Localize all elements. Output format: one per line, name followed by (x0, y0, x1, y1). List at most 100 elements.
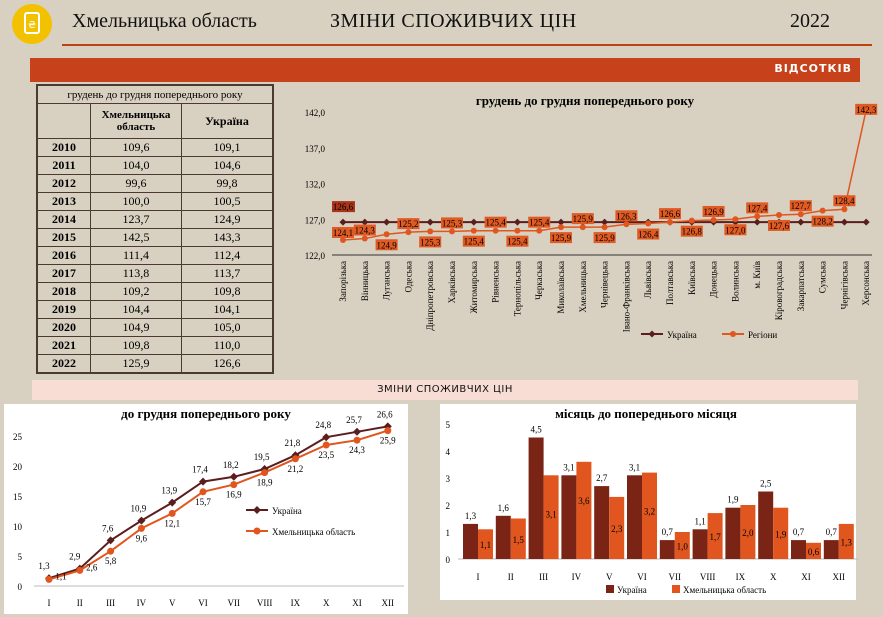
region-label-box (637, 228, 660, 240)
x-tick-label: VI (637, 572, 647, 582)
region-bar (478, 529, 493, 559)
region-point (601, 224, 608, 231)
region-data-label: 125,4 (485, 218, 506, 228)
table-cell-region: 125,9 (90, 354, 182, 374)
y-tick-label: 3 (446, 474, 451, 484)
region-point (361, 235, 368, 242)
region-data-label: 128,4 (834, 196, 855, 206)
legend-marker-ukraine (253, 506, 261, 514)
region-data-label: 125,9 (573, 214, 594, 224)
x-tick-label: VIII (700, 572, 716, 582)
region-data-label: 127,0 (725, 225, 746, 235)
x-tick-label: I (48, 598, 51, 608)
x-tick-label: Чернівецька (600, 261, 610, 308)
region-point (797, 211, 804, 218)
y-tick-label: 127,0 (305, 215, 326, 225)
x-tick-label: II (77, 598, 83, 608)
ukraine-data-label: 18,2 (223, 460, 239, 470)
region-point (405, 229, 412, 236)
region-point (754, 213, 761, 220)
ukraine-data-label: 3,1 (563, 462, 574, 472)
x-tick-label: XII (833, 572, 846, 582)
table-row: 2015 142,5 143,3 (36, 228, 274, 247)
region-data-label: 124,3 (355, 226, 376, 236)
region-bar (838, 523, 854, 559)
region-point (819, 207, 826, 214)
region-point (199, 488, 207, 496)
region-label-box (659, 208, 681, 220)
region-point (645, 220, 652, 227)
ukraine-data-label: 26,6 (377, 409, 393, 419)
ukraine-data-label: 19,5 (254, 452, 270, 462)
region-label-box (375, 239, 398, 251)
region-data-label: 2,3 (611, 524, 623, 534)
series-line-region (48, 429, 389, 581)
y-tick-label: 25 (13, 432, 23, 442)
y-tick-label: 4 (446, 447, 451, 457)
x-tick-label: XI (801, 572, 811, 582)
x-tick-label: Харківська (447, 261, 457, 303)
region-data-label: 21,2 (288, 464, 304, 474)
table-cell-country: 143,3 (181, 228, 274, 247)
units-ribbon: ВІДСОТКІВ (30, 58, 860, 82)
ukraine-point (840, 218, 848, 226)
region-data-label: 23,5 (318, 450, 334, 460)
region-point (168, 509, 176, 517)
region-point (107, 547, 115, 555)
x-tick-label: Миколаївська (556, 261, 566, 314)
legend-marker-regions (730, 331, 736, 337)
region-bar (806, 542, 821, 559)
ukraine-bar (692, 529, 708, 559)
ukraine-data-label: 2,5 (760, 479, 772, 489)
receipt-icon: ₴ (24, 12, 40, 34)
x-tick-label: Тернопільська (512, 261, 522, 316)
region-data-label: 125,2 (398, 219, 418, 229)
ukraine-point (106, 536, 115, 545)
ukraine-point (168, 498, 177, 507)
region-data-label: 15,7 (195, 497, 211, 507)
legend-label-region: Хмельницька область (683, 585, 766, 595)
region-data-label: 124,1 (333, 228, 353, 238)
y-tick-label: 5 (446, 420, 451, 430)
ukraine-point (513, 218, 521, 226)
region-data-label: 2,6 (86, 562, 98, 572)
region-data-label: 126,4 (638, 230, 659, 240)
y-tick-label: 142,0 (305, 108, 326, 118)
y-tick-label: 1 (446, 528, 451, 538)
ukraine-point (753, 218, 761, 226)
ukraine-bar (823, 540, 839, 559)
ukraine-bar (561, 475, 577, 559)
ukraine-point (557, 218, 565, 226)
ukraine-point (322, 433, 331, 442)
legend-label-ukraine: Україна (667, 330, 697, 340)
ukraine-data-label: 17,4 (192, 465, 208, 475)
region-point (449, 228, 455, 235)
region-point (776, 211, 782, 218)
ukraine-data-label: 1,1 (694, 516, 705, 526)
x-tick-label: IV (572, 572, 582, 582)
region-label-box (768, 219, 790, 231)
region-data-label: 16,9 (226, 490, 242, 500)
region-bar (674, 532, 690, 559)
region-data-label: 9,6 (136, 533, 148, 543)
region-data-label: 125,4 (507, 237, 528, 247)
x-tick-label: Херсонська (861, 261, 871, 306)
region-label-box (615, 210, 638, 222)
ukraine-data-label: 1,9 (727, 495, 739, 505)
region-data-label: 1,9 (775, 529, 787, 539)
x-tick-label: Донецька (709, 261, 719, 298)
ukraine-bar (627, 475, 642, 559)
region-data-label: 1,0 (677, 542, 689, 552)
region-label-box (332, 226, 354, 238)
region-data-label: 2,0 (742, 528, 754, 538)
region-data-label: 1,7 (709, 532, 721, 542)
region-data-label: 125,4 (464, 237, 485, 247)
x-tick-label: VII (669, 572, 682, 582)
region-point (514, 227, 521, 234)
region-data-label: 1,5 (513, 535, 525, 545)
region-point (291, 455, 299, 463)
x-tick-label: Волинська (730, 261, 740, 302)
ukraine-point (199, 477, 207, 486)
